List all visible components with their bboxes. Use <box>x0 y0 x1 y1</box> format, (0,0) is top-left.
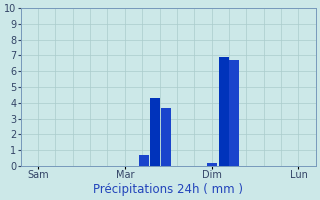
Bar <box>207 163 217 166</box>
X-axis label: Précipitations 24h ( mm ): Précipitations 24h ( mm ) <box>93 183 243 196</box>
Bar <box>219 57 229 166</box>
Bar <box>150 98 160 166</box>
Bar <box>139 155 149 166</box>
Bar <box>229 60 239 166</box>
Bar <box>161 108 171 166</box>
